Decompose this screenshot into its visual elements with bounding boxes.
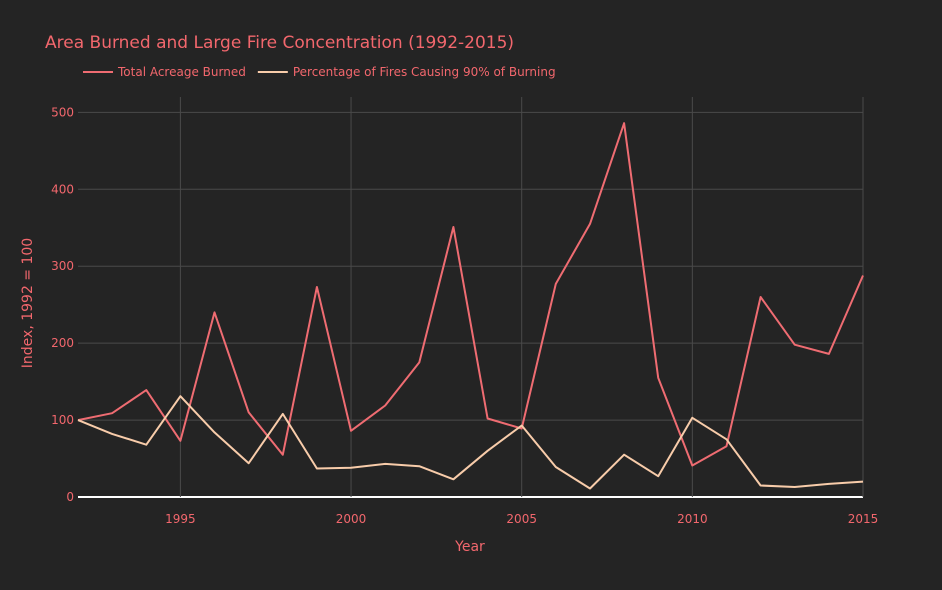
y-axis-title: Index, 1992 = 100 xyxy=(20,238,36,368)
y-tick-label: 200 xyxy=(51,336,74,350)
x-tick-label: 2005 xyxy=(506,512,537,526)
y-tick-label: 500 xyxy=(51,105,74,119)
series-layer xyxy=(77,122,864,490)
x-tick-label: 2000 xyxy=(336,512,367,526)
y-tick-label: 400 xyxy=(51,182,74,196)
series-line-total-acreage xyxy=(77,122,864,467)
legend: Total Acreage Burned Percentage of Fires … xyxy=(83,65,556,79)
tick-labels: 0 100 200 300 400 500 1995 2000 2005 2010 2015 xyxy=(51,105,878,526)
series-line-fire-percentage xyxy=(77,395,864,490)
x-tick-label: 1995 xyxy=(165,512,196,526)
x-tick-label: 2015 xyxy=(848,512,879,526)
x-tick-label: 2010 xyxy=(677,512,708,526)
y-tick-label: 300 xyxy=(51,259,74,273)
chart-title: Area Burned and Large Fire Concentration… xyxy=(45,33,514,53)
x-axis-title: Year xyxy=(454,539,485,555)
y-tick-label: 0 xyxy=(66,490,74,504)
legend-label: Percentage of Fires Causing 90% of Burni… xyxy=(293,65,556,79)
y-tick-label: 100 xyxy=(51,413,74,427)
legend-item[interactable]: Percentage of Fires Causing 90% of Burni… xyxy=(257,65,556,79)
grid xyxy=(78,97,864,498)
legend-item[interactable]: Total Acreage Burned xyxy=(83,65,246,79)
legend-label: Total Acreage Burned xyxy=(117,65,246,79)
